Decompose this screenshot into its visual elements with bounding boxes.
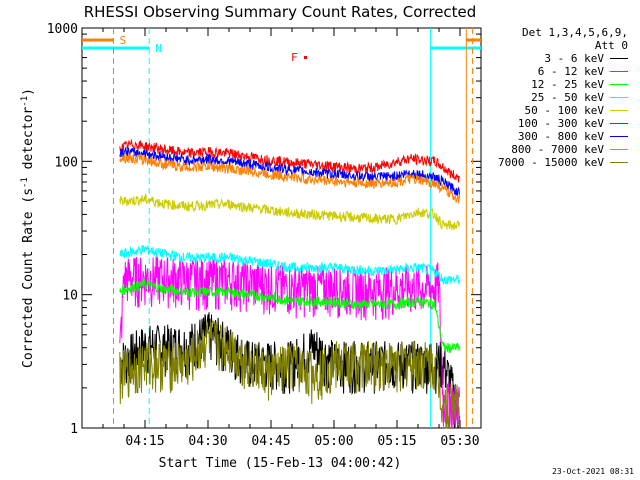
legend-item: 7000 - 15000 keV: [498, 156, 628, 169]
legend-swatch: [610, 71, 628, 72]
legend-swatch: [610, 123, 628, 124]
x-axis-label: Start Time (15-Feb-13 04:00:42): [159, 456, 402, 471]
legend-item-label: 25 - 50 keV: [531, 91, 604, 104]
flare-flag-marker: [304, 56, 307, 59]
legend-swatch: [610, 97, 628, 98]
legend-header-2: Att 0: [594, 39, 628, 52]
legend-item-label: 7000 - 15000 keV: [498, 156, 604, 169]
legend-swatch: [610, 84, 628, 85]
y-tick-label: 1000: [47, 22, 78, 37]
legend-header-1: Det 1,3,4,5,6,9,: [522, 26, 628, 39]
y-axis-label-part: Corrected Count Rate (s: [21, 188, 36, 368]
legend-item: 25 - 50 keV: [531, 91, 628, 104]
legend-item-label: 3 - 6 keV: [544, 52, 604, 65]
flare-flag-label: F: [291, 51, 298, 64]
x-tick-label: 04:45: [251, 434, 290, 449]
legend-swatch: [610, 136, 628, 137]
x-tick-label: 05:15: [377, 434, 416, 449]
y-axis-label-part: detector: [21, 107, 36, 178]
x-tick-label: 04:15: [125, 434, 164, 449]
y-axis-label-part: ): [21, 88, 36, 96]
legend-swatch: [610, 110, 628, 111]
y-axis-label-part: -1: [20, 177, 30, 188]
x-tick-label: 04:30: [188, 434, 227, 449]
x-tick-label: 05:30: [440, 434, 479, 449]
footer-timestamp: 23-Oct-2021 08:31: [552, 467, 634, 476]
series-line: [119, 278, 460, 354]
series-line: [119, 153, 460, 204]
x-tick-label: 05:00: [314, 434, 353, 449]
y-tick-label: 10: [62, 289, 78, 304]
series-line: [119, 193, 460, 231]
legend-item: 800 - 7000 keV: [511, 143, 628, 156]
series-line: [119, 256, 460, 429]
legend-item: 100 - 300 keV: [518, 117, 628, 130]
legend-swatch: [610, 149, 628, 150]
legend-item-label: 50 - 100 keV: [524, 104, 604, 117]
legend-item-label: 6 - 12 keV: [537, 65, 604, 78]
series-line: [119, 146, 460, 198]
legend-swatch: [610, 162, 628, 163]
legend-item: 300 - 800 keV: [518, 130, 628, 143]
legend-item: 50 - 100 keV: [525, 104, 628, 117]
series-line: [119, 245, 460, 286]
y-tick-label: 1: [70, 422, 78, 437]
series-line: [119, 320, 460, 429]
legend-item-label: 100 - 300 keV: [517, 117, 604, 130]
flag-label: N: [155, 42, 162, 55]
plot-frame: [81, 27, 482, 429]
legend-item: 3 - 6 keV: [544, 52, 628, 65]
chart-title: RHESSI Observing Summary Count Rates, Co…: [84, 3, 477, 21]
legend-swatch: [610, 58, 628, 59]
y-axis-label: Corrected Count Rate (s-1 detector-1): [20, 88, 36, 368]
flag-label: S: [120, 34, 127, 47]
y-axis-label-part: -1: [20, 96, 30, 107]
legend-item: 6 - 12 keV: [538, 65, 628, 78]
legend-item-label: 800 - 7000 keV: [511, 143, 604, 156]
legend-item-label: 12 - 25 keV: [531, 78, 604, 91]
legend-item: 12 - 25 keV: [531, 78, 628, 91]
legend-item-label: 300 - 800 keV: [517, 130, 604, 143]
y-tick-label: 100: [55, 155, 78, 170]
